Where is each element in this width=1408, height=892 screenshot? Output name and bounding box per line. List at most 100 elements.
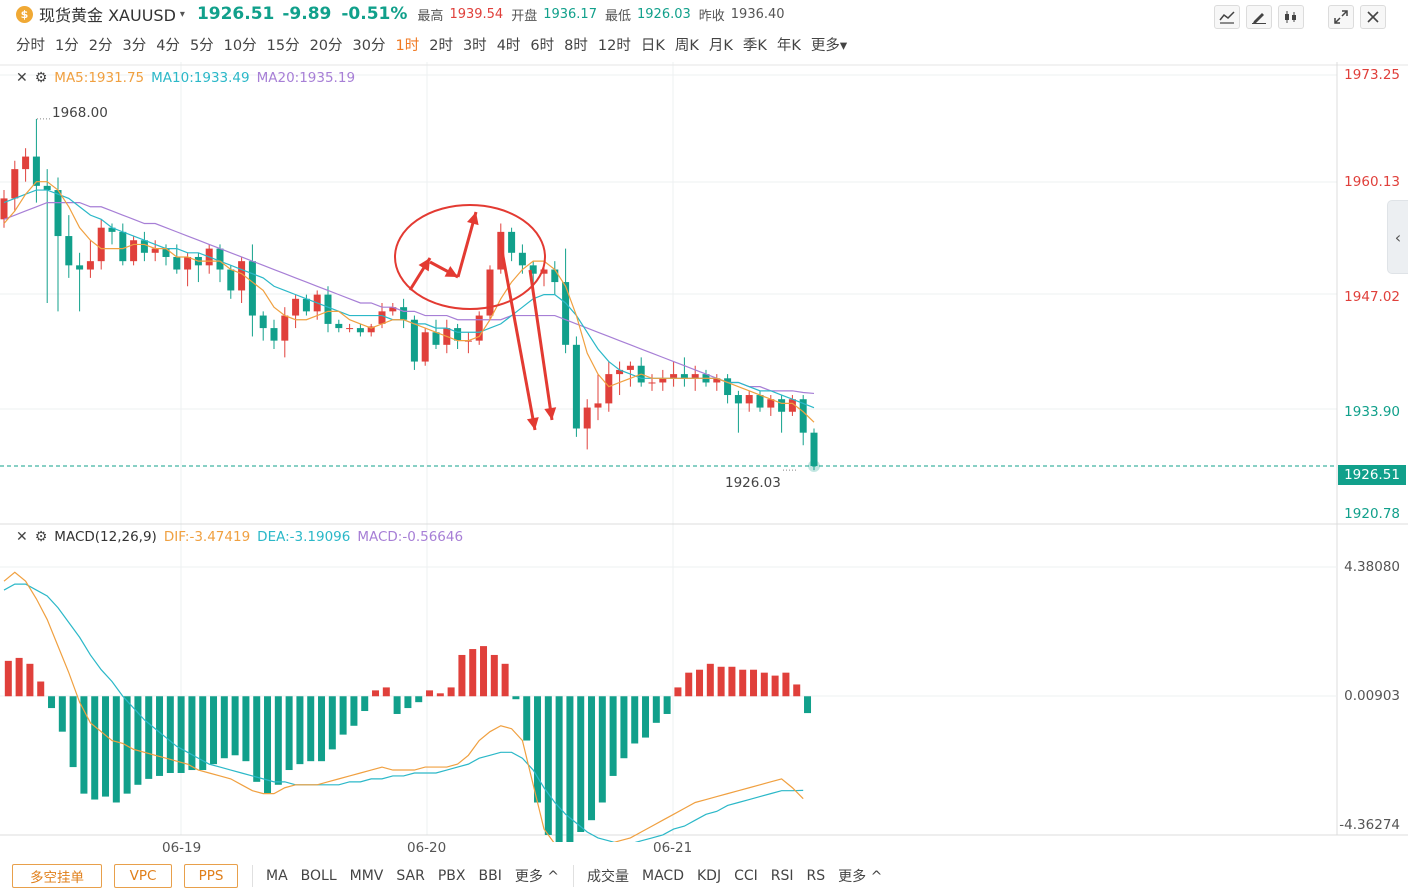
timeframe-option[interactable]: 15分 — [266, 37, 300, 54]
timeframe-option[interactable]: 3分 — [122, 37, 147, 54]
timeframe-option[interactable]: 4时 — [496, 37, 521, 54]
close-icon[interactable] — [1360, 5, 1386, 29]
draw-pen-icon[interactable] — [1246, 5, 1272, 29]
sub-indicator-option[interactable]: 成交量 — [587, 869, 630, 885]
price-tick: 1947.02 — [1344, 289, 1400, 305]
candle-body — [97, 227, 105, 262]
macd-bar — [80, 696, 88, 794]
candlestick-icon[interactable] — [1278, 5, 1304, 29]
macd-bar — [566, 696, 574, 842]
timeframe-option[interactable]: 1分 — [55, 37, 79, 54]
bottom-button[interactable]: PPS — [184, 864, 238, 888]
macd-bar — [393, 696, 401, 714]
macd-bar — [166, 696, 174, 773]
candle-body — [410, 319, 418, 362]
candle-body — [151, 248, 159, 253]
timeframe-option[interactable]: 月K — [708, 37, 733, 54]
macd-bar — [318, 696, 326, 762]
main-indicator-option[interactable]: SAR — [396, 868, 425, 884]
macd-bar — [199, 696, 207, 771]
timeframe-option[interactable]: 6时 — [530, 37, 555, 54]
timeframe-option[interactable]: 分时 — [16, 37, 45, 54]
timeframe-option[interactable]: 2时 — [429, 37, 453, 54]
main-indicator-option[interactable]: MA — [266, 868, 288, 884]
candle-body — [22, 156, 30, 170]
sub-indicator-option[interactable]: CCI — [734, 868, 758, 884]
candle-body — [454, 328, 462, 341]
bottom-button[interactable]: VPC — [114, 864, 172, 888]
macd-settings-gear-icon[interactable]: ⚙ — [34, 529, 48, 545]
symbol-name[interactable]: 现货黄金 XAUUSD — [39, 6, 176, 25]
fullscreen-icon[interactable] — [1328, 5, 1354, 29]
main-indicator-option[interactable]: MMV — [349, 868, 384, 884]
close-indicator-icon[interactable]: ✕ — [16, 70, 28, 86]
macd-bar — [350, 696, 358, 726]
timeframe-option[interactable]: 10分 — [223, 37, 257, 54]
main-indicator-option[interactable]: BOLL — [300, 868, 337, 884]
bottom-button[interactable]: 多空挂单 — [12, 864, 102, 888]
timeframe-option[interactable]: 30分 — [352, 37, 386, 54]
timeframe-option[interactable]: 日K — [640, 37, 665, 54]
candle-body — [508, 231, 516, 253]
timeframe-option[interactable]: 年K — [776, 37, 801, 54]
price-chart[interactable] — [0, 62, 1408, 842]
candle-body — [659, 378, 667, 383]
prev-close-value: 1936.40 — [730, 6, 785, 22]
macd-bar — [91, 696, 99, 800]
macd-bar — [37, 681, 45, 697]
timeframe-option[interactable]: 周K — [674, 37, 699, 54]
dea-line — [3, 583, 804, 842]
candle-body — [130, 240, 138, 262]
top-bar: $ 现货黄金 XAUUSD ▾ 1926.51 -9.89 -0.51% 最高 … — [0, 0, 1408, 30]
macd-bar — [577, 696, 585, 833]
timeframe-option[interactable]: 更多▾ — [810, 37, 848, 54]
candle-body — [475, 315, 483, 341]
candle-body — [378, 311, 386, 324]
macd-bar — [782, 672, 790, 697]
candle-body — [259, 315, 267, 329]
macd-bar — [696, 669, 704, 697]
main-indicator-option[interactable]: BBI — [478, 868, 502, 884]
timeframe-option[interactable]: 2分 — [88, 37, 113, 54]
dea-value: DEA:-3.19096 — [257, 529, 351, 545]
sub-indicator-option[interactable]: 更多 ^ — [838, 869, 883, 885]
candle-body — [227, 269, 235, 291]
macd-bar — [231, 696, 239, 756]
candle-body — [400, 307, 408, 320]
timeframe-option[interactable]: 8时 — [564, 37, 588, 54]
sub-indicator-option[interactable]: MACD — [642, 868, 684, 884]
main-indicator-option[interactable]: PBX — [437, 868, 466, 884]
candle-body — [324, 294, 332, 324]
sub-indicator-option[interactable]: RSI — [770, 868, 794, 884]
settings-gear-icon[interactable]: ⚙ — [34, 70, 48, 86]
candle-body — [76, 265, 84, 270]
symbol-dropdown-icon[interactable]: ▾ — [179, 8, 185, 20]
timeframe-option[interactable]: 1时 — [395, 37, 420, 54]
last-price-dot — [808, 460, 820, 473]
candle-body — [389, 307, 397, 312]
main-indicator-option[interactable]: 更多 ^ — [514, 869, 560, 885]
expand-panel-chevron-icon[interactable]: ‹ — [1387, 200, 1408, 274]
macd-bar — [15, 657, 23, 697]
timeframe-option[interactable]: 季K — [742, 37, 767, 54]
timeframe-option[interactable]: 20分 — [309, 37, 343, 54]
timeframe-option[interactable]: 3时 — [462, 37, 487, 54]
current-price-tag: 1926.51 — [1338, 465, 1406, 485]
candle-body — [691, 374, 699, 379]
macd-bar — [156, 696, 164, 776]
annotation-circle — [394, 204, 546, 310]
timeframe-option[interactable]: 12时 — [597, 37, 631, 54]
sub-indicator-option[interactable]: RS — [806, 868, 826, 884]
macd-bar — [598, 696, 606, 803]
macd-bar — [544, 696, 552, 835]
line-chart-icon[interactable] — [1214, 5, 1240, 29]
macd-bar — [102, 696, 110, 797]
close-macd-icon[interactable]: ✕ — [16, 529, 28, 545]
sub-indicator-option[interactable]: KDJ — [696, 868, 722, 884]
macd-bar — [58, 696, 66, 732]
candle-body — [799, 399, 807, 433]
timeframe-option[interactable]: 5分 — [189, 37, 214, 54]
timeframe-option[interactable]: 4分 — [156, 37, 180, 54]
macd-bar — [210, 696, 218, 765]
macd-bar — [706, 663, 714, 697]
